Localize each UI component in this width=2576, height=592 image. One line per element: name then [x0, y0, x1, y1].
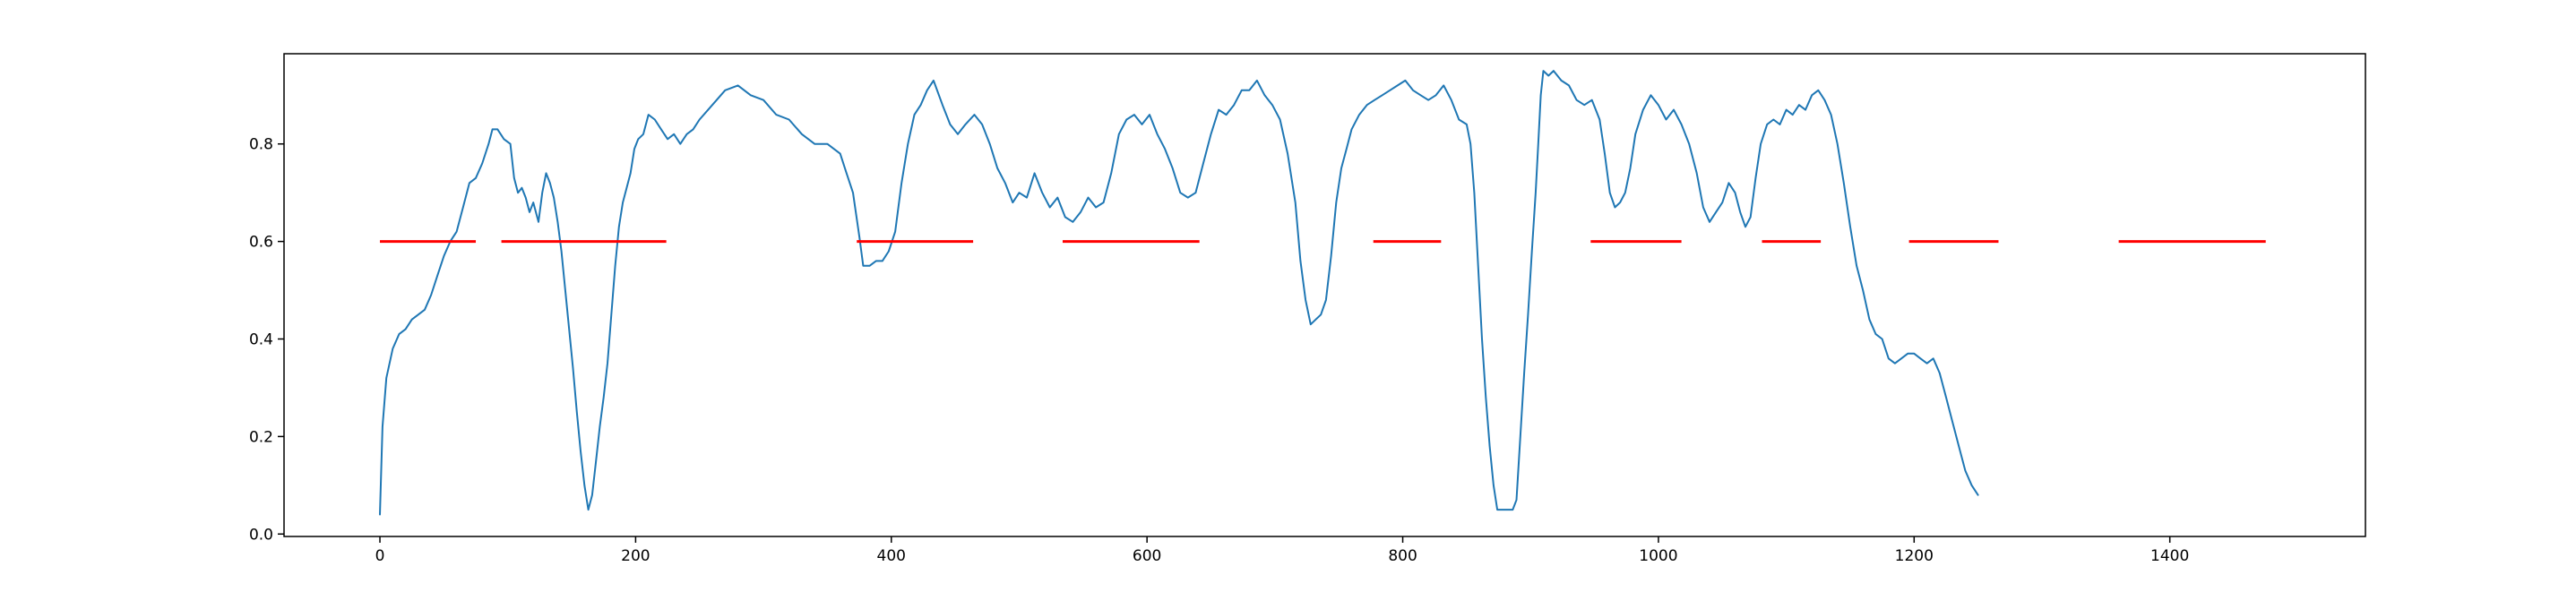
axes-frame — [283, 53, 2366, 537]
x-tick-label: 1200 — [1895, 547, 1934, 565]
series-line-1 — [379, 70, 1979, 516]
x-tick-label: 200 — [621, 547, 650, 565]
x-tick-label: 1400 — [2150, 547, 2189, 565]
y-tick-label: 0.2 — [249, 428, 273, 446]
y-tick-label: 0.4 — [249, 331, 273, 349]
y-tick-label: 0.8 — [249, 136, 273, 154]
y-axis-ticks: 0.0 0.2 0.4 0.6 0.8 — [249, 136, 284, 544]
x-tick-label: 600 — [1133, 547, 1161, 565]
x-tick-label: 400 — [877, 547, 906, 565]
x-axis-ticks: 0 200 400 600 800 1000 1200 1400 — [375, 536, 2189, 565]
x-tick-label: 0 — [375, 547, 385, 565]
plot-area — [379, 70, 1979, 516]
x-tick-label: 800 — [1388, 547, 1417, 565]
y-tick-label: 0.6 — [249, 234, 273, 252]
x-tick-label: 1000 — [1639, 547, 1677, 565]
y-tick-label: 0.0 — [249, 526, 273, 544]
